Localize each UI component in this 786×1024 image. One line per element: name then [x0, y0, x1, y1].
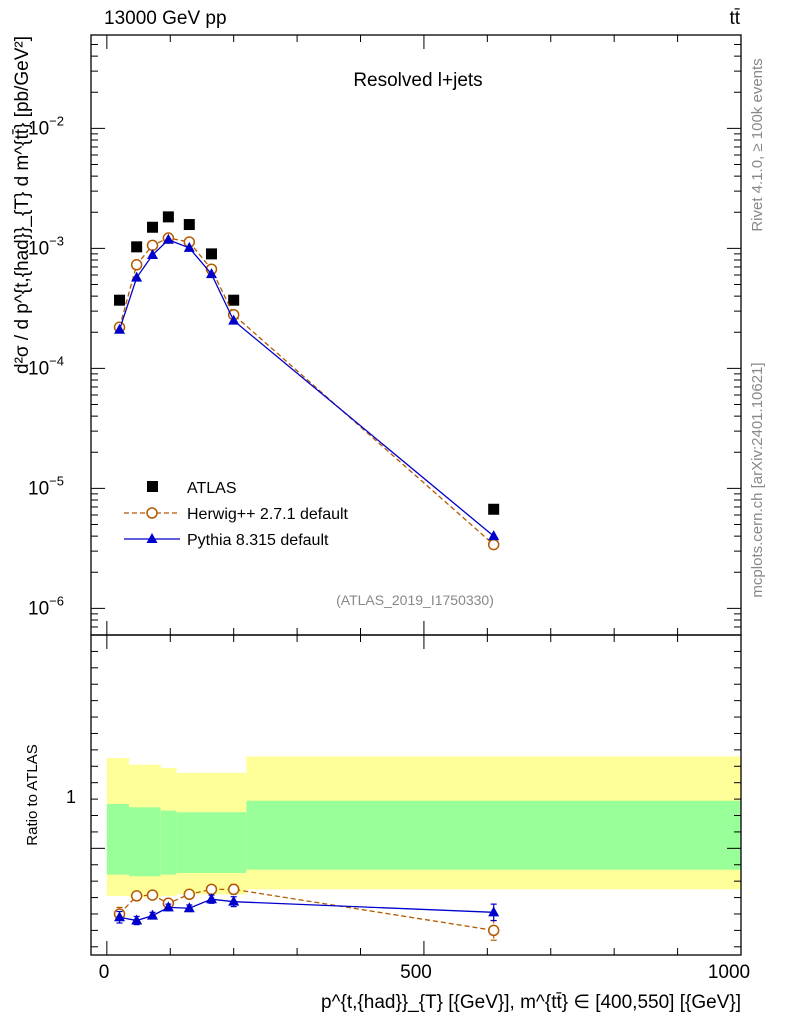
atlas-point	[205, 248, 217, 260]
herwig-point	[146, 239, 159, 252]
legend-item-pythia: Pythia 8.315 default	[124, 532, 329, 549]
herwig-ratio-point	[205, 883, 218, 896]
atlas-point	[228, 294, 240, 306]
main-series-line	[118, 237, 495, 546]
main-ytick-label: 10−4	[28, 353, 64, 379]
herwig-ratio-point	[487, 924, 500, 937]
pythia-point	[131, 271, 143, 282]
legend-herwig-marker	[146, 507, 158, 519]
pythia-ratio-point	[488, 906, 500, 917]
x-axis-label: p^{t,{had}}_{T} [{GeV}], m^{tt̄} ∈ [400,…	[321, 992, 741, 1013]
pythia-ratio-point	[183, 902, 195, 913]
ratio-frame	[90, 634, 742, 956]
ratio-green-band	[246, 800, 742, 870]
ratio-xtick-label-1000: 1000	[708, 962, 750, 983]
main-ytick-label: 10−6	[28, 593, 64, 619]
main-ytick-label: 10−2	[28, 113, 64, 139]
pythia-point	[228, 314, 240, 325]
pythia-point	[147, 249, 159, 260]
pythia-ratio-point	[114, 911, 126, 922]
ratio-ylabel: Ratio to ATLAS	[24, 744, 41, 845]
main-ytick-label: 10−3	[28, 233, 64, 259]
pythia-point	[183, 241, 195, 252]
atlas-point	[162, 211, 174, 223]
main-ylabel: d²σ / d p^{t,{had}}_{T} d m^{tt̄} [pb/Ge…	[12, 36, 33, 374]
legend-pythia-label: Pythia 8.315 default	[187, 532, 329, 549]
ratio-green-band	[176, 812, 247, 873]
atlas-point	[183, 219, 195, 231]
main-axis-ticks	[91, 34, 742, 636]
ratio-series-line	[119, 898, 494, 922]
pythia-ratio-point	[228, 895, 240, 906]
herwig-ratio-point	[183, 888, 196, 901]
ratio-xtick-label-0: 0	[99, 962, 110, 983]
main-panel: 10−6 10−5 10−4 10−3 10−2 Resolved l+jets (AT…	[12, 34, 742, 636]
pythia-point	[114, 323, 126, 334]
main-ytick-labels: 10−6 10−5 10−4 10−3 10−2	[28, 113, 64, 619]
ratio-uncertainty-bands	[106, 756, 742, 898]
atlas-point	[131, 241, 143, 253]
ratio-green-band	[160, 810, 177, 875]
herwig-point	[130, 259, 143, 271]
ratio-axis-ticks	[91, 635, 742, 955]
mcplots-label: mcplots.cern.ch [arXiv:2401.10621]	[749, 362, 766, 597]
legend-atlas-marker	[147, 481, 158, 492]
ratio-panel: 1 Ratio to ATLAS 0 500 1000 p^{t,{had}}_…	[24, 634, 750, 1013]
herwig-ratio-point	[146, 889, 159, 901]
legend-item-atlas: ATLAS	[147, 480, 237, 497]
pythia-ratio-point	[162, 901, 174, 912]
legend: ATLAS Herwig++ 2.7.1 default Pythia 8.31…	[124, 480, 349, 549]
atlas-point	[488, 503, 500, 515]
main-series	[113, 211, 500, 551]
herwig-point	[487, 538, 500, 551]
atlas-point	[114, 294, 126, 306]
main-ytick-label: 10−5	[28, 473, 64, 499]
main-series-line	[118, 238, 495, 537]
pythia-ratio-point	[205, 893, 217, 904]
main-title: Resolved l+jets	[353, 70, 482, 91]
ratio-xtick-label-500: 500	[400, 962, 432, 983]
header-right: tt̄	[729, 8, 740, 29]
pythia-ratio-point	[147, 909, 159, 920]
herwig-ratio-point	[227, 883, 240, 896]
header-left: 13000 GeV pp	[104, 8, 227, 29]
pythia-point	[205, 268, 217, 279]
legend-atlas-label: ATLAS	[187, 480, 237, 497]
ratio-series	[113, 883, 500, 941]
pythia-point	[162, 233, 174, 244]
ratio-green-band	[106, 804, 130, 875]
legend-herwig-label: Herwig++ 2.7.1 default	[187, 506, 349, 523]
atlas-point	[147, 221, 159, 233]
legend-item-herwig: Herwig++ 2.7.1 default	[124, 506, 349, 523]
analysis-watermark: (ATLAS_2019_I1750330)	[336, 592, 494, 608]
pythia-point	[488, 530, 500, 541]
pythia-ratio-point	[131, 914, 143, 925]
ratio-green-band	[129, 807, 161, 877]
ratio-ytick-label-1: 1	[66, 787, 76, 807]
legend-pythia-marker	[146, 533, 158, 543]
rivet-version-label: Rivet 4.1.0, ≥ 100k events	[749, 58, 766, 231]
herwig-ratio-point	[130, 890, 143, 902]
